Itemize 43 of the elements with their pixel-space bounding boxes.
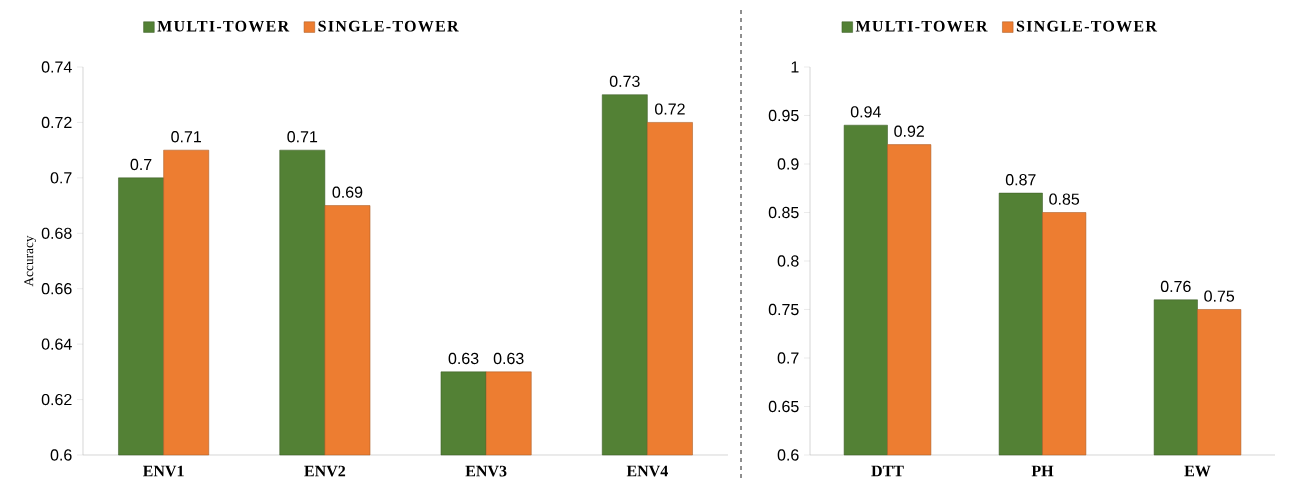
data-label: 0.92 [894,125,924,137]
y-tick-label: 0.74 [41,61,72,73]
x-tick-label: ENV3 [465,465,507,477]
data-label: 0.75 [1204,290,1235,302]
y-tick-label: 0.6 [50,449,72,461]
data-label: 0.73 [609,75,640,87]
y-tick-label: 0.7 [777,352,799,364]
y-tick-label: 0.72 [41,116,72,129]
legend-label: SINGLE-TOWER [318,20,459,32]
data-label: 0.63 [448,352,479,365]
y-tick-label: 0.9 [777,158,799,170]
y-axis-title: Accuracy [24,235,36,287]
legend-label: MULTI-TOWER [855,20,988,32]
legend-label: MULTI-TOWER [157,20,290,32]
y-tick-label: 0.85 [768,206,799,219]
y-tick-label: 0.62 [41,393,72,406]
data-label: 0.72 [655,103,685,115]
data-label: 0.85 [1049,193,1080,205]
y-tick-label: 0.7 [50,172,72,184]
data-label: 0.63 [493,352,524,365]
x-tick-label: ENV1 [143,465,184,477]
y-tick-label: 0.64 [41,338,72,350]
y-tick-label: 0.6 [777,449,799,461]
y-tick-label: 0.66 [41,283,72,295]
x-tick-label: ENV2 [304,465,346,477]
y-tick-label: 0.75 [768,303,799,316]
x-tick-label: PH [1031,465,1054,477]
data-label: 0.71 [287,131,318,143]
x-tick-label: DTT [871,465,904,477]
data-label: 0.69 [332,186,363,198]
y-tick-label: 0.95 [768,109,799,122]
data-label: 0.76 [1160,280,1191,293]
data-label: 0.94 [850,106,881,118]
y-tick-label: 0.68 [41,227,72,239]
legend-label: SINGLE-TOWER [1016,20,1158,32]
data-label: 0.87 [1005,174,1036,186]
x-tick-label: ENV4 [626,465,668,477]
data-label: 0.7 [130,158,152,171]
y-tick-label: 0.8 [777,255,799,267]
data-label: 0.71 [171,131,201,143]
y-tick-label: 1 [791,61,799,73]
x-tick-label: EW [1184,465,1211,477]
y-tick-label: 0.65 [768,400,799,413]
